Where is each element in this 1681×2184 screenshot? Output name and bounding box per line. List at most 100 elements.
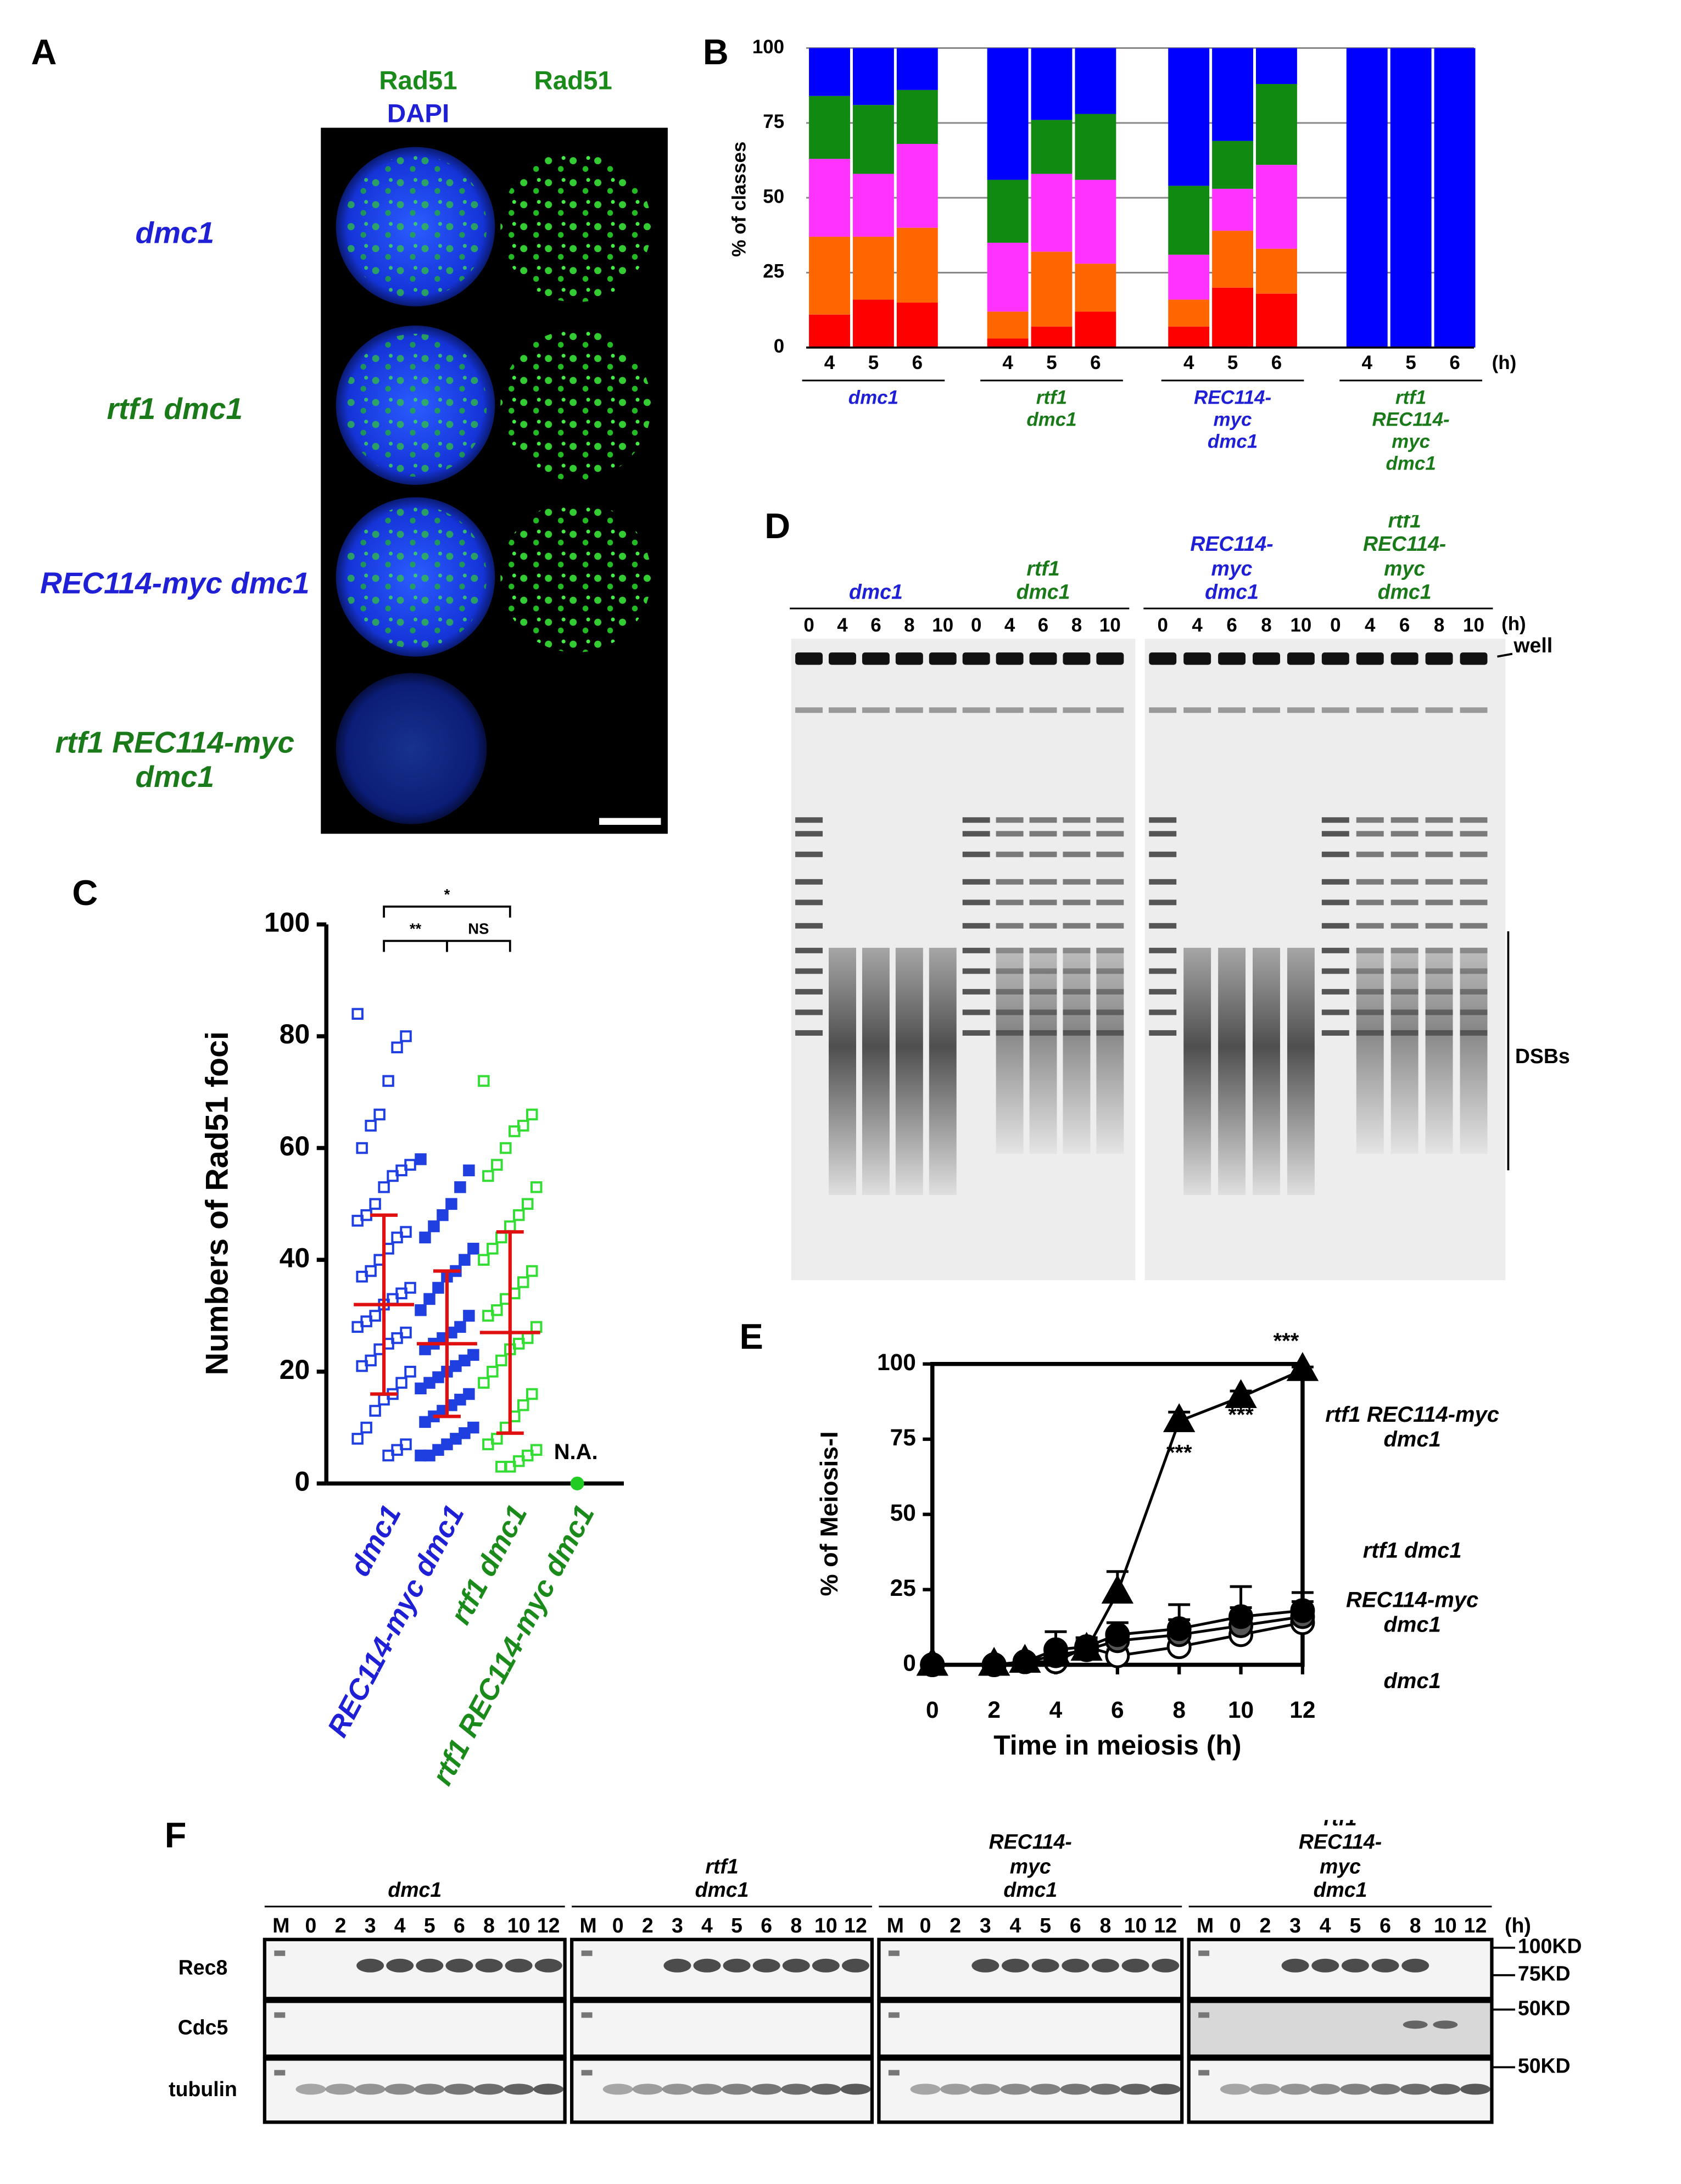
- lane-label: 3: [365, 1914, 376, 1937]
- lane-label: 6: [761, 1914, 772, 1937]
- data-point: [351, 1215, 364, 1227]
- significance-label: ***: [1228, 1403, 1254, 1427]
- well-label: well: [1513, 634, 1552, 657]
- data-point: [445, 1198, 457, 1210]
- marker-label: 100KD: [1518, 1935, 1582, 1958]
- blot-band: [1460, 2084, 1490, 2095]
- lane-label: 0: [1158, 615, 1168, 636]
- x-tick-label: 6: [1449, 352, 1460, 373]
- blot-band: [444, 2084, 474, 2095]
- lane-label: 12: [1154, 1914, 1177, 1937]
- gel-well: [1183, 652, 1211, 665]
- gel-band: [795, 947, 823, 953]
- significance-label: NS: [468, 920, 489, 937]
- blot-band: [841, 1958, 869, 1973]
- group-label: REC114-myc dmc1: [989, 1831, 1072, 1902]
- group-label-box: dmc1: [388, 1879, 442, 1902]
- lane-label: 6: [1070, 1914, 1081, 1937]
- bar-segment: [1256, 248, 1297, 294]
- blot: [263, 1999, 567, 2058]
- data-point: [526, 1388, 538, 1400]
- blot-band: [295, 2084, 326, 2095]
- gel-band: [1425, 923, 1453, 929]
- lane-label: 3: [672, 1914, 683, 1937]
- data-point: [382, 1075, 394, 1087]
- y-tick-label: 50: [890, 1500, 916, 1526]
- gel-band: [1029, 831, 1057, 837]
- blot-band: [1401, 1958, 1429, 1973]
- gel-well: [1253, 652, 1280, 665]
- bar-segment: [1168, 186, 1210, 255]
- y-tick-label: 60: [280, 1131, 310, 1161]
- significance-bracket: [446, 940, 511, 952]
- row-label-box: dmc1: [136, 216, 215, 251]
- gel-smear: [1183, 947, 1211, 1196]
- blot-band: [782, 1958, 810, 1973]
- lane-label: 8: [1410, 1914, 1421, 1937]
- lane-label: 2: [950, 1914, 961, 1937]
- blot-band: [504, 2084, 534, 2095]
- group-label: REC114-myc dmc1: [1190, 533, 1274, 604]
- gel-band: [996, 879, 1024, 885]
- gel-band: [962, 988, 990, 995]
- gel-well: [1356, 652, 1384, 665]
- row-label: Cdc5: [178, 2015, 228, 2038]
- bar-segment: [1212, 231, 1254, 288]
- bar-segment: [1256, 293, 1297, 348]
- gel-band: [1149, 851, 1177, 857]
- gel-band: [1321, 851, 1349, 857]
- marker-band: [274, 2012, 286, 2018]
- gel-well: [1287, 652, 1315, 665]
- gel-band: [1460, 900, 1488, 906]
- gel-band: [1321, 923, 1349, 929]
- blot-band: [662, 2084, 692, 2095]
- gel-band: [1218, 707, 1246, 713]
- lane-label: 10: [1099, 615, 1121, 636]
- data-point: [530, 1181, 543, 1193]
- lane-label: 10: [1290, 615, 1311, 636]
- x-tick-label: 10: [1228, 1697, 1254, 1723]
- bar-segment: [1031, 174, 1073, 252]
- group-label: dmc1: [388, 1879, 442, 1902]
- group-label-frame: rtf1 dmc1: [943, 515, 1143, 605]
- data-point: [415, 1153, 427, 1165]
- data-point: [495, 1231, 507, 1244]
- panel-letter: B: [703, 32, 729, 72]
- gel-band: [1321, 1030, 1349, 1036]
- gel-band: [1029, 879, 1057, 885]
- x-tick-label: 12: [1289, 1697, 1315, 1723]
- gel-band: [1425, 900, 1453, 906]
- series-label: REC114-myc dmc1: [1345, 1588, 1479, 1638]
- blot-band: [1340, 2084, 1371, 2095]
- series-label-frame: REC114-myc dmc1: [1323, 1545, 1501, 1683]
- group-label-box: rtf1 REC114-myc dmc1: [1299, 1820, 1382, 1902]
- data-point: [415, 1382, 427, 1395]
- lane-label: M: [1197, 1914, 1214, 1937]
- gel-band: [1149, 707, 1177, 713]
- data-point: [530, 1321, 543, 1333]
- bar-segment: [1075, 48, 1116, 114]
- lane-label: 4: [1010, 1914, 1021, 1937]
- blot-band: [723, 1958, 751, 1973]
- y-tick-label: 0: [903, 1651, 916, 1677]
- gel-band: [1149, 900, 1177, 906]
- gel-smear: [1096, 947, 1124, 1154]
- lane-label: 6: [870, 615, 881, 636]
- lane-label: 12: [1464, 1914, 1487, 1937]
- time-unit: (h): [1501, 613, 1526, 634]
- gel-band: [1321, 831, 1349, 837]
- bar-segment: [809, 159, 850, 237]
- bar-segment: [896, 303, 938, 348]
- group-label-frame: REC114-myc dmc1: [1130, 515, 1334, 605]
- marker-label: 50KD: [1518, 1996, 1571, 2019]
- gel-band: [1425, 707, 1453, 713]
- gel-band: [962, 900, 990, 906]
- blot-band: [910, 2084, 941, 2095]
- blot-band: [1400, 2084, 1431, 2095]
- y-tick-label: 75: [890, 1425, 916, 1451]
- blot-band: [1031, 1958, 1059, 1973]
- data-point: [509, 1125, 521, 1137]
- x-tick-label: 6: [1111, 1697, 1124, 1723]
- row-label: REC114-myc dmc1: [40, 566, 310, 601]
- bar-segment: [987, 338, 1029, 348]
